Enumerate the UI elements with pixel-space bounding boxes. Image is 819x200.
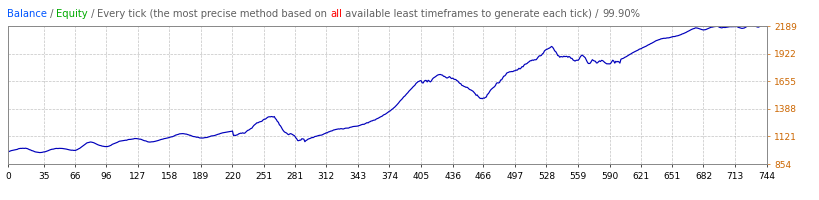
Text: Balance: Balance xyxy=(7,9,47,19)
Text: /: / xyxy=(591,9,601,19)
Text: all: all xyxy=(330,9,342,19)
Text: /: / xyxy=(88,9,97,19)
Text: Equity: Equity xyxy=(57,9,88,19)
Text: available least timeframes to generate each tick): available least timeframes to generate e… xyxy=(342,9,591,19)
Text: Every tick (the most precise method based on: Every tick (the most precise method base… xyxy=(97,9,330,19)
Text: 99.90%: 99.90% xyxy=(601,9,639,19)
Text: /: / xyxy=(47,9,57,19)
